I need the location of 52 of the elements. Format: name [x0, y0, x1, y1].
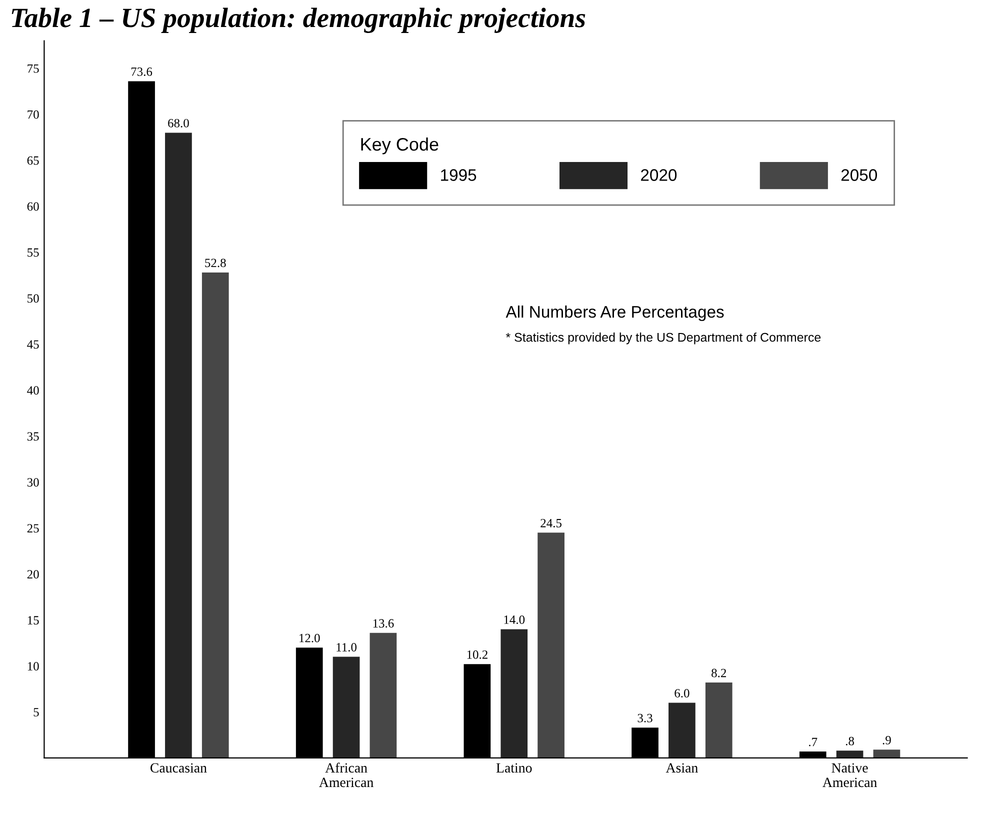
- y-tick-label: 35: [27, 432, 39, 441]
- data-label: 68.0: [168, 118, 189, 128]
- data-label: 52.8: [205, 258, 226, 268]
- data-label: 10.2: [467, 650, 488, 659]
- annotation: All Numbers Are Percentages: [506, 306, 724, 322]
- bar: [873, 750, 900, 758]
- legend-label: 1995: [441, 169, 476, 181]
- y-tick-label: 40: [27, 386, 39, 395]
- bar: [332, 656, 360, 758]
- bar: [165, 132, 192, 758]
- y-tick-label: 20: [27, 570, 39, 579]
- y-tick-label: 15: [28, 616, 39, 624]
- data-label: 12.0: [300, 634, 320, 642]
- y-tick-label: 25: [27, 524, 39, 533]
- data-label: 13.6: [373, 619, 394, 628]
- data-label: .8: [846, 736, 854, 746]
- bar: [836, 750, 864, 758]
- bar: [538, 532, 564, 758]
- bar: [500, 629, 528, 758]
- y-tick-label: 60: [27, 202, 39, 211]
- y-tick-label: 10: [28, 662, 39, 670]
- y-tick-label: 75: [28, 64, 39, 73]
- y-tick-label: 70: [28, 110, 39, 119]
- legend-label: 2020: [641, 169, 677, 181]
- data-label: .9: [882, 736, 891, 744]
- data-label: 3.3: [638, 714, 652, 722]
- y-tick-label: 55: [28, 248, 39, 257]
- bar: [668, 702, 696, 758]
- data-label: .7: [809, 738, 818, 746]
- legend-title: Key Code: [361, 137, 438, 154]
- bar: [705, 682, 732, 758]
- x-tick-label: Latino: [496, 763, 532, 773]
- legend-label: 2050: [841, 169, 878, 181]
- bar: [202, 272, 229, 758]
- x-tick-label: Native American: [822, 763, 877, 788]
- y-tick-label: 5: [34, 708, 39, 716]
- annotation: * Statistics provided by the US Department of Commerce: [506, 332, 821, 344]
- y-tick-label: 30: [27, 478, 39, 487]
- x-tick-label: Asian: [666, 763, 698, 773]
- x-tick-label: African American: [319, 762, 374, 788]
- data-label: 8.2: [712, 668, 726, 678]
- y-tick-label: 45: [27, 340, 39, 349]
- bar: [370, 632, 397, 758]
- data-label: 73.6: [131, 67, 152, 76]
- data-label: 6.0: [674, 689, 690, 698]
- y-tick-label: 65: [27, 156, 39, 165]
- data-label: 11.0: [336, 643, 357, 652]
- x-tick-label: Caucasian: [150, 763, 207, 773]
- data-label: 14.0: [504, 615, 525, 624]
- data-label: 24.5: [540, 518, 562, 528]
- y-tick-label: 50: [28, 294, 39, 303]
- chart-title: Table 1 – US population: demographic projections: [12, 8, 586, 33]
